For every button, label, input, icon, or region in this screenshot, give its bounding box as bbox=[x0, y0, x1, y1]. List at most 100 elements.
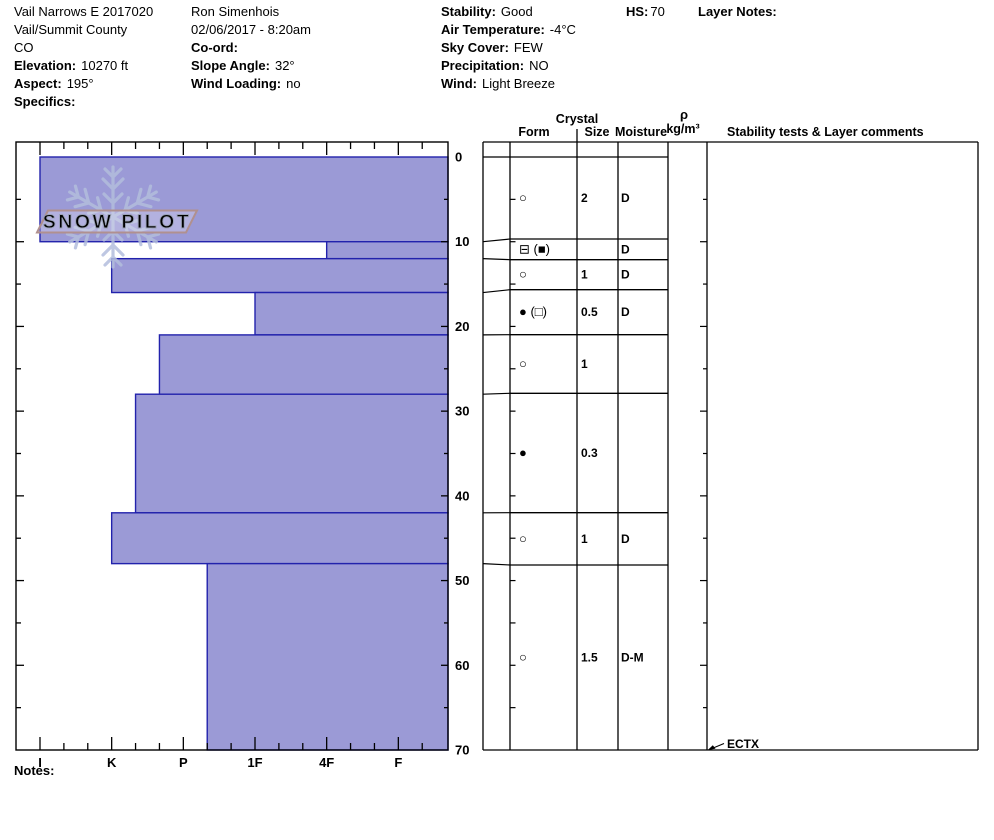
depth-label: 70 bbox=[455, 743, 469, 758]
header-line: Elevation: 10270 ft bbox=[14, 57, 153, 75]
header-text: CO bbox=[14, 40, 34, 55]
chart-border bbox=[15, 141, 449, 751]
field-label: Slope Angle: bbox=[191, 58, 270, 73]
field-label: Air Temperature: bbox=[441, 22, 545, 37]
depth-label: 50 bbox=[455, 573, 469, 588]
crystal-form-symbol: ● bbox=[519, 445, 527, 460]
snowflake-arm bbox=[109, 214, 161, 250]
notes-label: Notes: bbox=[14, 763, 55, 778]
layer-bar bbox=[325, 241, 449, 260]
field-value: FEW bbox=[513, 40, 543, 55]
header-text: Vail/Summit County bbox=[14, 22, 128, 37]
header-line: Vail Narrows E 2017020 bbox=[14, 3, 153, 21]
layer-bar bbox=[134, 393, 449, 514]
crystal-size-value: 1 bbox=[581, 357, 588, 371]
depth-label: 30 bbox=[455, 404, 469, 419]
rule bbox=[482, 289, 511, 294]
field-label: Specifics: bbox=[14, 94, 76, 109]
field-label: Aspect: bbox=[14, 76, 62, 91]
header-line: Sky Cover: FEW bbox=[441, 39, 576, 57]
snowpilot-watermark: SNOW PILOT bbox=[35, 165, 199, 269]
depth-label: 20 bbox=[455, 319, 469, 334]
header-line: Vail/Summit County bbox=[14, 21, 153, 39]
header-line: Air Temperature: -4°C bbox=[441, 21, 576, 39]
header-line: Wind: Light Breeze bbox=[441, 75, 576, 93]
crystal-size-value: 1 bbox=[581, 532, 588, 546]
crystal-size-value: 0.5 bbox=[581, 305, 598, 319]
hardness-bars bbox=[39, 156, 449, 751]
table-header-form: Form bbox=[518, 125, 549, 139]
field-label: Stability: bbox=[441, 4, 496, 19]
watermark-band bbox=[35, 209, 199, 234]
stability-test-annotation: ECTX bbox=[707, 737, 759, 751]
moisture-value: D bbox=[621, 242, 630, 256]
crystal-size-value: 1 bbox=[581, 268, 588, 282]
field-value: -4°C bbox=[549, 22, 576, 37]
hardness-label: I bbox=[38, 755, 42, 770]
header-text: Vail Narrows E 2017020 bbox=[14, 4, 154, 19]
field-label: Co-ord: bbox=[191, 40, 238, 55]
moisture-value: D bbox=[621, 305, 630, 319]
table-header-size: Size bbox=[584, 125, 609, 139]
crystal-form-symbol: ○ bbox=[519, 267, 527, 282]
header-line: 02/06/2017 - 8:20am bbox=[191, 21, 311, 39]
field-label: Layer Notes: bbox=[698, 4, 777, 19]
crystal-form-symbol: ⊟ (■) bbox=[519, 241, 550, 256]
header-line: Layer Notes: bbox=[698, 3, 777, 21]
crystal-size-value: 1.5 bbox=[581, 651, 598, 665]
header-line: Ron Simenhois bbox=[191, 3, 311, 21]
crystal-size-value: 2 bbox=[581, 191, 588, 205]
depth-label: 40 bbox=[455, 488, 469, 503]
ectx-label: ECTX bbox=[727, 737, 759, 751]
header-line: Precipitation: NO bbox=[441, 57, 576, 75]
table-header-stability: Stability tests & Layer comments bbox=[727, 125, 924, 139]
layer-bar bbox=[206, 562, 449, 751]
field-label: Elevation: bbox=[14, 58, 77, 73]
moisture-value: D bbox=[621, 268, 630, 282]
depth-label: 60 bbox=[455, 658, 469, 673]
snowflake-icon bbox=[65, 165, 161, 269]
crystal-size-value: 0.3 bbox=[581, 446, 598, 460]
rule bbox=[482, 238, 511, 243]
snowflake-arm bbox=[65, 214, 117, 250]
header-hs-field: HS: 70 bbox=[626, 3, 665, 21]
layer-bar bbox=[110, 257, 449, 294]
header-line: Slope Angle: 32° bbox=[191, 57, 311, 75]
table-header-crystal: Crystal bbox=[556, 112, 598, 126]
field-value: 70 bbox=[650, 4, 665, 19]
header-line: Aspect: 195° bbox=[14, 75, 153, 93]
snowflake-arm bbox=[101, 213, 125, 269]
header-line: Stability: Good bbox=[441, 3, 576, 21]
header-line: Specifics: bbox=[14, 93, 153, 111]
header-observer-info: Ron Simenhois 02/06/2017 - 8:20am Co-ord: S… bbox=[191, 3, 311, 93]
field-value: Good bbox=[500, 4, 533, 19]
rule bbox=[482, 392, 511, 395]
hardness-label: F bbox=[394, 755, 402, 770]
header-text: Ron Simenhois bbox=[191, 4, 280, 19]
field-value: 195° bbox=[66, 76, 94, 91]
hardness-label: P bbox=[179, 755, 188, 770]
table-header-density: ρ bbox=[680, 107, 688, 122]
header-line: Wind Loading: no bbox=[191, 75, 311, 93]
layer-table: Crystal Form Size Moisture ρkg/m³ Stability t… bbox=[482, 107, 979, 751]
depth-label: 0 bbox=[455, 150, 462, 165]
rule bbox=[482, 258, 511, 261]
layer-bar bbox=[158, 334, 449, 395]
header-line: Co-ord: bbox=[191, 39, 311, 57]
depth-label: 10 bbox=[455, 234, 469, 249]
table-header-moisture: Moisture bbox=[615, 125, 667, 139]
snowflake-arm bbox=[65, 184, 117, 220]
field-label: Precipitation: bbox=[441, 58, 525, 73]
field-value: NO bbox=[529, 58, 549, 73]
arrowhead-icon bbox=[707, 745, 716, 751]
header-conditions: Stability: Good Air Temperature: -4°C Sky Co… bbox=[441, 3, 576, 93]
crystal-form-symbol: ○ bbox=[519, 650, 527, 665]
table-header-density-units: kg/m³ bbox=[666, 122, 699, 136]
field-value: Light Breeze bbox=[481, 76, 555, 91]
field-label: Sky Cover: bbox=[441, 40, 509, 55]
moisture-value: D-M bbox=[621, 651, 644, 665]
header-layer-notes-field: Layer Notes: bbox=[698, 3, 777, 21]
hardness-label: 1F bbox=[247, 755, 262, 770]
crystal-form-symbol: ○ bbox=[519, 531, 527, 546]
